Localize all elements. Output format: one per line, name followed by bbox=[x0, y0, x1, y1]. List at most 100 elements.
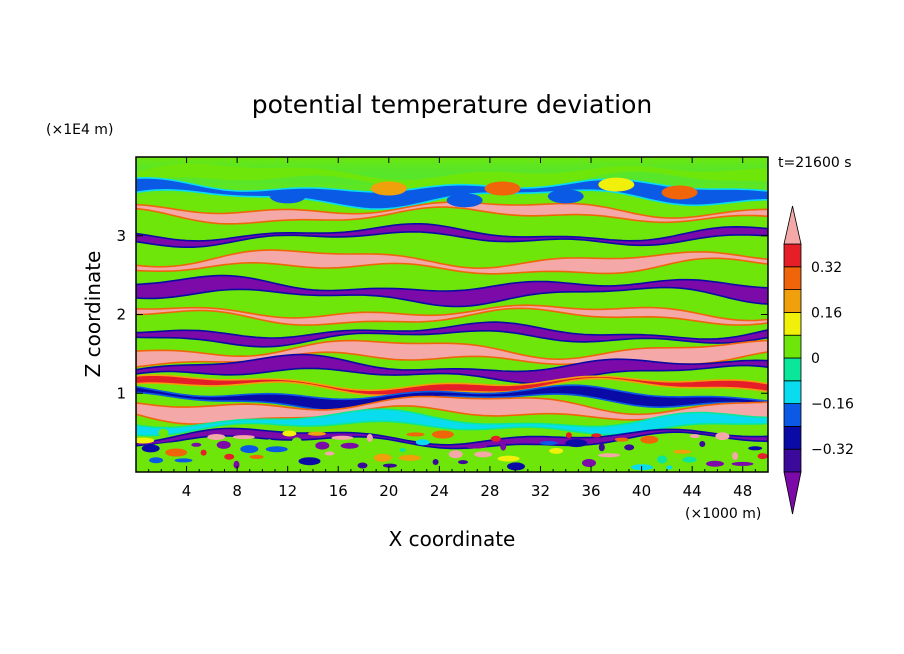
x-tick-label: 8 bbox=[232, 482, 242, 500]
turbulence-cell bbox=[448, 450, 463, 459]
turbulence-cell bbox=[224, 453, 235, 460]
colorbar-bin bbox=[783, 425, 802, 450]
colorbar-bin bbox=[783, 403, 802, 427]
x-tick-label: 32 bbox=[531, 482, 550, 500]
turbulence-cell bbox=[249, 454, 264, 459]
turbulence-cell bbox=[614, 437, 629, 442]
colorbar-bin bbox=[783, 357, 802, 382]
turbulence-cell bbox=[216, 440, 231, 449]
colorbar-extend-top bbox=[783, 205, 802, 245]
x-unit-label: (×1000 m) bbox=[685, 506, 761, 522]
turbulence-cell bbox=[689, 434, 700, 439]
turbulence-cell bbox=[640, 435, 659, 444]
turbulence-cell bbox=[565, 439, 588, 448]
x-tick-label: 20 bbox=[379, 482, 398, 500]
x-tick-label: 24 bbox=[430, 482, 449, 500]
turbulence-cell bbox=[682, 456, 697, 463]
turbulence-cell bbox=[165, 448, 188, 457]
turbulence-cell bbox=[191, 442, 202, 447]
turbulence-cell bbox=[484, 181, 521, 196]
colorbar-bin bbox=[783, 289, 802, 313]
colorbar-tick-label: 0 bbox=[811, 351, 820, 367]
turbulence-cell bbox=[291, 437, 302, 446]
turbulence-cell bbox=[474, 451, 493, 458]
turbulence-cell bbox=[523, 446, 534, 455]
turbulence-cell bbox=[731, 461, 754, 466]
turbulence-cell bbox=[315, 441, 330, 450]
turbulence-cell bbox=[757, 453, 768, 460]
colorbar-tick-label: 0.32 bbox=[811, 260, 842, 276]
turbulence-cell bbox=[331, 435, 354, 440]
x-tick-label: 40 bbox=[632, 482, 651, 500]
turbulence-cell bbox=[232, 435, 255, 440]
y-axis-ticks: 1 2 3 bbox=[116, 227, 768, 402]
turbulence-cell bbox=[200, 449, 207, 456]
turbulence-cell bbox=[415, 439, 430, 446]
turbulence-cell bbox=[370, 181, 407, 196]
turbulence-cell bbox=[307, 431, 326, 436]
contour-band bbox=[136, 249, 768, 275]
turbulence-cell bbox=[431, 430, 454, 439]
turbulence-cell bbox=[490, 435, 501, 442]
contour-band bbox=[136, 353, 768, 385]
turbulence-cell bbox=[366, 433, 373, 442]
colorbar-extend-bottom bbox=[783, 471, 802, 515]
turbulence-cell bbox=[582, 459, 596, 467]
turbulence-cell bbox=[432, 459, 439, 465]
contour-band bbox=[136, 201, 768, 225]
chart-title: potential temperature deviation bbox=[252, 90, 652, 119]
y-tick-label: 3 bbox=[116, 227, 126, 245]
turbulence-cell bbox=[399, 454, 421, 461]
turbulence-cell bbox=[357, 462, 368, 469]
contour-band bbox=[136, 163, 768, 189]
turbulence-cell bbox=[598, 443, 605, 452]
turbulence-cell bbox=[282, 430, 297, 437]
turbulence-cell bbox=[158, 428, 169, 437]
turbulence-cell bbox=[340, 442, 359, 449]
turbulence-cell bbox=[382, 463, 397, 468]
turbulence-cell bbox=[699, 441, 706, 447]
contour-band bbox=[136, 274, 768, 308]
colorbar-tick-label: 0.16 bbox=[811, 305, 842, 321]
turbulence-cell bbox=[549, 447, 564, 454]
x-tick-label: 44 bbox=[683, 482, 702, 500]
turbulence-cell bbox=[240, 445, 259, 454]
x-tick-label: 12 bbox=[278, 482, 297, 500]
turbulence-cell bbox=[266, 439, 273, 444]
contour-band bbox=[136, 223, 768, 248]
x-tick-label: 48 bbox=[733, 482, 752, 500]
turbulence-cell bbox=[399, 448, 406, 452]
turbulence-cell bbox=[565, 432, 572, 439]
colorbar-bin bbox=[783, 311, 802, 336]
turbulence-cell bbox=[706, 460, 724, 467]
contour-field bbox=[136, 157, 768, 472]
turbulence-cell bbox=[666, 465, 673, 470]
turbulence-cell bbox=[298, 457, 321, 466]
colorbar-bin bbox=[783, 266, 802, 290]
y-unit-label: (×1E4 m) bbox=[46, 122, 113, 138]
contour-band bbox=[136, 408, 768, 437]
turbulence-cell bbox=[507, 462, 525, 471]
colorbar-bin bbox=[783, 448, 802, 473]
x-axis-title: X coordinate bbox=[389, 527, 516, 551]
turbulence-cell bbox=[265, 446, 288, 453]
turbulence-cell bbox=[591, 433, 602, 438]
colorbar-bin bbox=[783, 243, 802, 268]
turbulence-cell bbox=[373, 453, 392, 462]
turbulence-cell bbox=[406, 432, 425, 437]
x-tick-label: 36 bbox=[581, 482, 600, 500]
turbulence-cell bbox=[446, 193, 483, 208]
turbulence-cell bbox=[539, 441, 558, 445]
turbulence-cell bbox=[269, 189, 306, 204]
time-label: t=21600 s bbox=[778, 155, 852, 171]
turbulence-cell bbox=[233, 460, 240, 469]
y-axis-title: Z coordinate bbox=[81, 251, 105, 378]
y-tick-label: 2 bbox=[116, 306, 126, 324]
turbulence-cell bbox=[136, 437, 155, 444]
colorbar: 0.32 0.16 0 −0.16 −0.32 bbox=[783, 205, 854, 515]
x-tick-label: 16 bbox=[329, 482, 348, 500]
colorbar-tick-label: −0.16 bbox=[811, 397, 854, 413]
turbulence-cell bbox=[141, 444, 160, 453]
contour-band bbox=[136, 374, 768, 396]
